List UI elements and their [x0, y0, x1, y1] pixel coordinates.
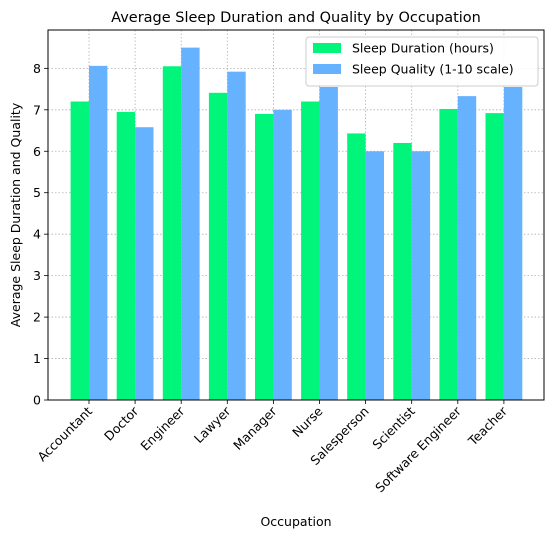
bar-sleep-quality — [273, 110, 291, 400]
y-tick-label: 3 — [33, 268, 41, 283]
bar-sleep-duration — [163, 66, 181, 400]
x-tick-label: Software Engineer — [372, 403, 464, 495]
y-axis-label: Average Sleep Duration and Quality — [8, 102, 23, 327]
bar-sleep-quality — [89, 66, 107, 400]
legend: Sleep Duration (hours) Sleep Quality (1-1… — [306, 37, 538, 86]
y-tick-label: 4 — [33, 227, 41, 242]
bar-sleep-quality — [504, 87, 522, 400]
chart-title: Average Sleep Duration and Quality by Oc… — [111, 10, 481, 26]
y-tick-label: 8 — [33, 61, 41, 76]
x-tick-label: Accountant — [34, 403, 95, 464]
legend-swatch — [313, 43, 341, 53]
y-tick-label: 7 — [33, 102, 41, 117]
legend-label: Sleep Quality (1-10 scale) — [352, 62, 514, 77]
bar-sleep-quality — [135, 127, 153, 400]
bar-sleep-duration — [209, 93, 227, 400]
bar-sleep-duration — [393, 143, 411, 400]
bar-sleep-duration — [117, 112, 135, 400]
x-tick-label: Scientist — [369, 403, 418, 452]
bar-sleep-duration — [301, 102, 319, 400]
x-tick-label: Lawyer — [191, 403, 234, 446]
bar-sleep-quality — [181, 48, 199, 400]
bar-sleep-quality — [227, 72, 245, 400]
bar-sleep-duration — [486, 113, 504, 400]
y-tick-label: 2 — [33, 310, 41, 325]
x-tick-label: Engineer — [137, 403, 188, 454]
legend-label: Sleep Duration (hours) — [352, 41, 494, 56]
y-tick-label: 5 — [33, 185, 41, 200]
bar-sleep-quality — [458, 96, 476, 400]
x-tick-label: Manager — [230, 403, 280, 453]
x-tick-label: Teacher — [464, 403, 510, 449]
bar-sleep-quality — [412, 151, 430, 400]
y-axis: 0 1 2 3 4 5 6 7 8 — [33, 61, 48, 408]
x-tick-label: Doctor — [101, 403, 142, 444]
y-tick-label: 0 — [33, 393, 41, 408]
bar-sleep-quality — [366, 151, 384, 400]
bar-sleep-duration — [347, 133, 365, 400]
legend-swatch — [313, 64, 341, 74]
x-axis-label: Occupation — [260, 514, 331, 529]
y-tick-label: 1 — [33, 351, 41, 366]
bar-sleep-quality — [320, 87, 338, 400]
bars — [71, 48, 523, 400]
bar-sleep-duration — [71, 102, 89, 400]
bar-sleep-duration — [255, 114, 273, 400]
x-tick-label: Nurse — [289, 403, 326, 440]
y-tick-label: 6 — [33, 144, 41, 159]
bar-sleep-duration — [439, 109, 457, 400]
